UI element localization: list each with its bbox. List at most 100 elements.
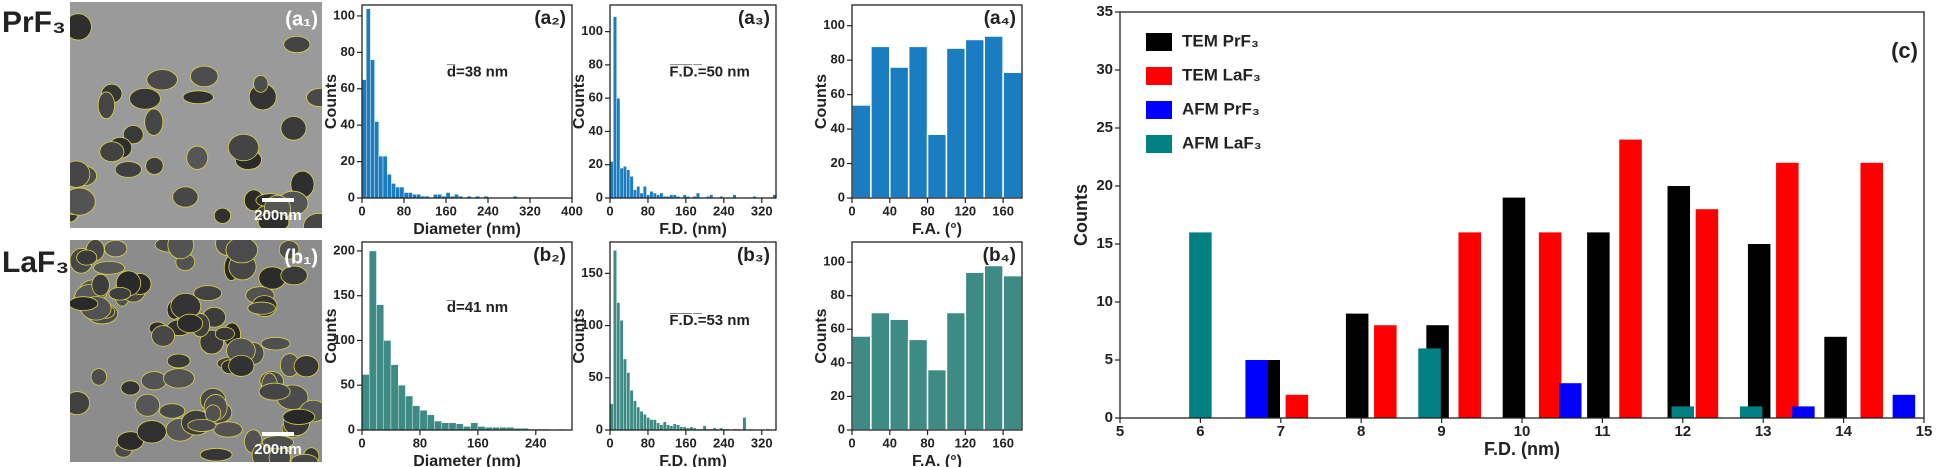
x-tick-label: 0 xyxy=(358,203,365,218)
image-label: (b₁) xyxy=(284,246,318,268)
y-tick-label: 20 xyxy=(831,388,845,403)
histogram-bar xyxy=(639,411,644,431)
y-tick-label: 0 xyxy=(348,189,355,204)
image-label: (a₁) xyxy=(285,8,318,30)
legend-label: TEM LaF₃ xyxy=(1182,65,1261,84)
histogram-bar xyxy=(398,385,406,431)
y-axis-label: Counts xyxy=(571,308,588,363)
particle xyxy=(135,393,161,417)
y-axis-label: Counts xyxy=(1071,184,1091,246)
y-tick-label: 15 xyxy=(1096,235,1113,252)
x-tick-label: 12 xyxy=(1674,423,1691,440)
x-tick-label: 6 xyxy=(1196,423,1204,440)
x-tick-label: 240 xyxy=(525,435,547,450)
histogram-bar xyxy=(390,364,399,431)
panel-label: (b₃) xyxy=(737,245,770,266)
histogram-bar xyxy=(366,8,371,199)
bar xyxy=(1747,244,1771,418)
y-tick-label: 100 xyxy=(581,317,603,332)
legend-swatch xyxy=(1146,101,1172,119)
scale-bar-label: 200nm xyxy=(254,441,302,458)
histogram-bar xyxy=(374,121,380,199)
plot-frame xyxy=(609,4,777,199)
x-axis-label: F.A. (°) xyxy=(912,221,962,238)
particle xyxy=(278,240,300,260)
row-label: PrF₃ xyxy=(2,6,66,39)
y-tick-label: 0 xyxy=(596,189,603,204)
histogram-bar xyxy=(403,192,409,199)
x-axis-label: Diameter (nm) xyxy=(413,453,521,467)
particle xyxy=(283,35,311,54)
histogram-bar xyxy=(652,192,657,199)
y-tick-label: 20 xyxy=(1096,177,1113,194)
x-tick-label: 11 xyxy=(1594,423,1610,440)
x-tick-label: 160 xyxy=(467,435,489,450)
histogram-bar xyxy=(889,66,910,199)
histogram-bar xyxy=(696,192,700,199)
histogram-bar xyxy=(619,320,624,431)
particle xyxy=(129,87,161,110)
y-tick-label: 30 xyxy=(1096,61,1113,78)
particle xyxy=(176,313,204,334)
particle xyxy=(204,404,222,423)
x-axis-label: F.D. (nm) xyxy=(659,453,727,467)
chart-panel: 0 50 100 150 0 80 160 240 320 F.D. (nm) Counts (b₃)… xyxy=(571,241,777,467)
particle xyxy=(120,380,141,396)
particle xyxy=(144,108,164,136)
x-tick-label: 80 xyxy=(413,435,427,450)
particle xyxy=(182,90,214,105)
particle xyxy=(90,368,108,386)
x-tick-label: 9 xyxy=(1437,423,1445,440)
histogram-bar xyxy=(926,133,948,199)
histogram-bar xyxy=(639,192,644,199)
legend-label: AFM LaF₃ xyxy=(1182,133,1262,152)
histogram-bar xyxy=(470,422,479,431)
legend-label: AFM PrF₃ xyxy=(1182,99,1260,118)
y-tick-label: 20 xyxy=(831,155,845,170)
bar xyxy=(1695,209,1719,418)
bar xyxy=(1824,336,1847,418)
particle xyxy=(70,296,99,311)
x-axis-label: Diameter (nm) xyxy=(413,221,521,238)
histogram-bar xyxy=(405,395,413,431)
x-tick-label: 7 xyxy=(1277,423,1285,440)
particle xyxy=(260,336,291,351)
histogram-bar xyxy=(441,422,450,431)
histogram-bar xyxy=(676,424,680,431)
particle xyxy=(282,408,316,425)
x-tick-label: 15 xyxy=(1916,423,1933,440)
x-tick-label: 320 xyxy=(751,435,773,450)
y-tick-label: 50 xyxy=(341,377,355,392)
histogram-bar xyxy=(391,183,396,199)
y-tick-label: 0 xyxy=(596,421,603,436)
x-tick-label: 120 xyxy=(954,435,976,450)
x-tick-label: 400 xyxy=(561,203,583,218)
histogram-bar xyxy=(652,419,657,431)
chart-panel: 0 20 40 60 80 100 0 40 80 120 160 F.A. (°) Counts (b₄… xyxy=(813,241,1023,467)
x-tick-label: 80 xyxy=(920,203,934,218)
histogram-bar xyxy=(672,423,677,431)
legend-swatch xyxy=(1146,33,1172,51)
y-tick-label: 40 xyxy=(589,123,603,138)
histogram-bar xyxy=(376,304,384,431)
histogram-bar xyxy=(629,176,634,199)
histogram-bar xyxy=(636,406,641,431)
particle xyxy=(167,240,195,260)
particle xyxy=(136,420,167,444)
x-tick-label: 160 xyxy=(675,203,697,218)
histogram-bar xyxy=(419,410,428,431)
legend-swatch xyxy=(1146,135,1172,153)
particle xyxy=(70,391,91,416)
x-tick-label: 160 xyxy=(992,203,1014,218)
bar xyxy=(1502,197,1526,418)
y-tick-label: 100 xyxy=(823,17,845,32)
y-tick-label: 10 xyxy=(1096,293,1113,310)
histogram-bar xyxy=(907,338,929,431)
y-tick-label: 20 xyxy=(341,153,355,168)
histogram-bar xyxy=(649,419,654,431)
histogram-bar xyxy=(633,400,637,431)
bar xyxy=(1245,360,1268,418)
particle xyxy=(162,368,195,389)
particle xyxy=(225,240,259,264)
